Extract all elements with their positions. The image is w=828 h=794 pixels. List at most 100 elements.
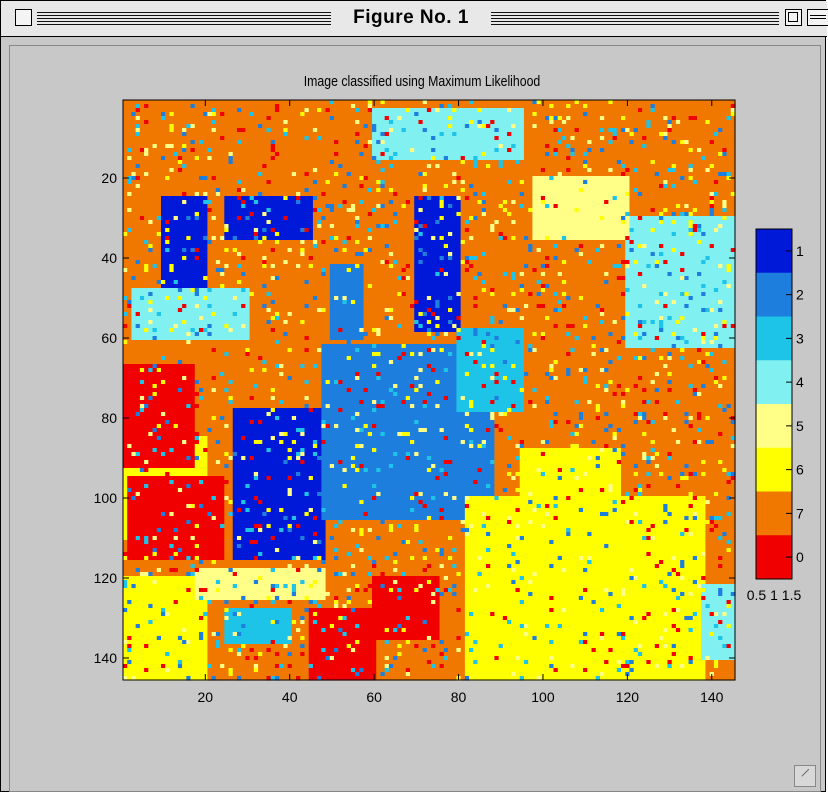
pixel-run — [376, 180, 382, 185]
pixel-run — [350, 104, 356, 109]
pixel-run — [393, 164, 428, 169]
pixel-run — [616, 500, 622, 505]
pixel-run — [198, 328, 204, 333]
pixel-run — [604, 320, 614, 325]
pixel-run — [194, 416, 213, 421]
pixel-run — [663, 508, 669, 513]
pixel-run — [722, 300, 736, 305]
pixel-run — [701, 156, 707, 161]
pixel-run — [342, 200, 348, 205]
pixel-run — [701, 384, 707, 389]
pixel-run — [443, 368, 449, 373]
pixel-run — [431, 496, 436, 501]
pixel-run — [629, 576, 635, 581]
pixel-run — [355, 672, 360, 677]
zoom-box-button[interactable] — [785, 9, 802, 26]
pixel-run — [553, 128, 559, 133]
pixel-run — [447, 272, 462, 277]
pixel-run — [439, 104, 445, 109]
pixel-run — [692, 556, 698, 561]
pixel-run — [464, 632, 470, 637]
pixel-run — [363, 400, 373, 405]
title-bar[interactable]: Figure No. 1 — [1, 1, 828, 37]
pixel-run — [511, 148, 525, 153]
pixel-run — [300, 620, 306, 625]
pixel-run — [123, 456, 187, 461]
pixel-run — [473, 120, 479, 125]
pixel-run — [485, 332, 491, 337]
collapse-box-button[interactable] — [807, 9, 828, 26]
pixel-run — [186, 248, 192, 253]
pixel-run — [718, 324, 723, 329]
pixel-run — [304, 348, 310, 353]
pixel-run — [325, 588, 348, 593]
pixel-run — [266, 212, 314, 217]
pixel-run — [705, 536, 719, 541]
pixel-run — [439, 468, 445, 473]
pixel-run — [148, 536, 154, 541]
pixel-run — [350, 300, 356, 305]
pixel-run — [262, 356, 322, 361]
pixel-run — [317, 108, 322, 113]
pixel-run — [194, 248, 200, 253]
pixel-run — [642, 192, 711, 197]
pixel-run — [498, 220, 512, 225]
pixel-run — [291, 528, 327, 533]
pixel-run — [270, 144, 276, 149]
pixel-run — [587, 112, 732, 117]
pixel-run — [511, 472, 517, 477]
pixel-run — [671, 456, 736, 461]
pixel-run — [646, 456, 652, 461]
pixel-run — [532, 580, 660, 585]
pixel-run — [671, 380, 715, 385]
pixel-run — [485, 484, 491, 489]
pixel-run — [481, 152, 487, 157]
pixel-run — [502, 160, 517, 165]
pixel-run — [705, 508, 736, 513]
pixel-run — [123, 188, 217, 193]
pixel-run — [439, 164, 474, 169]
pixel-run — [502, 376, 508, 381]
pixel-run — [443, 664, 466, 669]
pixel-run — [697, 208, 711, 213]
pixel-run — [532, 216, 601, 221]
pixel-run — [642, 320, 647, 325]
pixel-run — [523, 336, 542, 341]
pixel-run — [456, 636, 462, 641]
pixel-run — [671, 428, 677, 433]
pixel-run — [198, 636, 204, 641]
pixel-run — [523, 284, 542, 289]
pixel-run — [410, 672, 466, 677]
pixel-run — [160, 436, 196, 441]
pixel-run — [405, 456, 411, 461]
pixel-run — [198, 248, 209, 253]
pixel-run — [152, 292, 196, 297]
pixel-run — [435, 156, 445, 161]
pixel-run — [367, 600, 373, 605]
pixel-run — [469, 120, 474, 125]
pixel-run — [713, 672, 736, 677]
pixel-run — [135, 568, 141, 573]
pixel-run — [422, 248, 462, 253]
pixel-run — [207, 644, 217, 649]
close-box-button[interactable] — [15, 9, 32, 26]
pixel-run — [287, 644, 301, 649]
pixel-run — [287, 564, 293, 569]
pixel-run — [595, 248, 601, 253]
pixel-run — [709, 200, 715, 205]
pixel-run — [123, 268, 128, 273]
pixel-run — [321, 192, 327, 197]
pixel-run — [372, 580, 394, 585]
pixel-run — [443, 256, 449, 261]
pixel-run — [194, 504, 200, 509]
pixel-run — [123, 560, 200, 565]
pixel-run — [494, 412, 500, 417]
pixel-run — [507, 616, 631, 621]
pixel-run — [701, 228, 715, 233]
pixel-run — [321, 224, 331, 229]
pixel-run — [279, 372, 284, 377]
resize-handle[interactable] — [794, 765, 816, 787]
pixel-run — [253, 396, 272, 401]
pixel-run — [608, 512, 635, 517]
pixel-run — [439, 620, 466, 625]
